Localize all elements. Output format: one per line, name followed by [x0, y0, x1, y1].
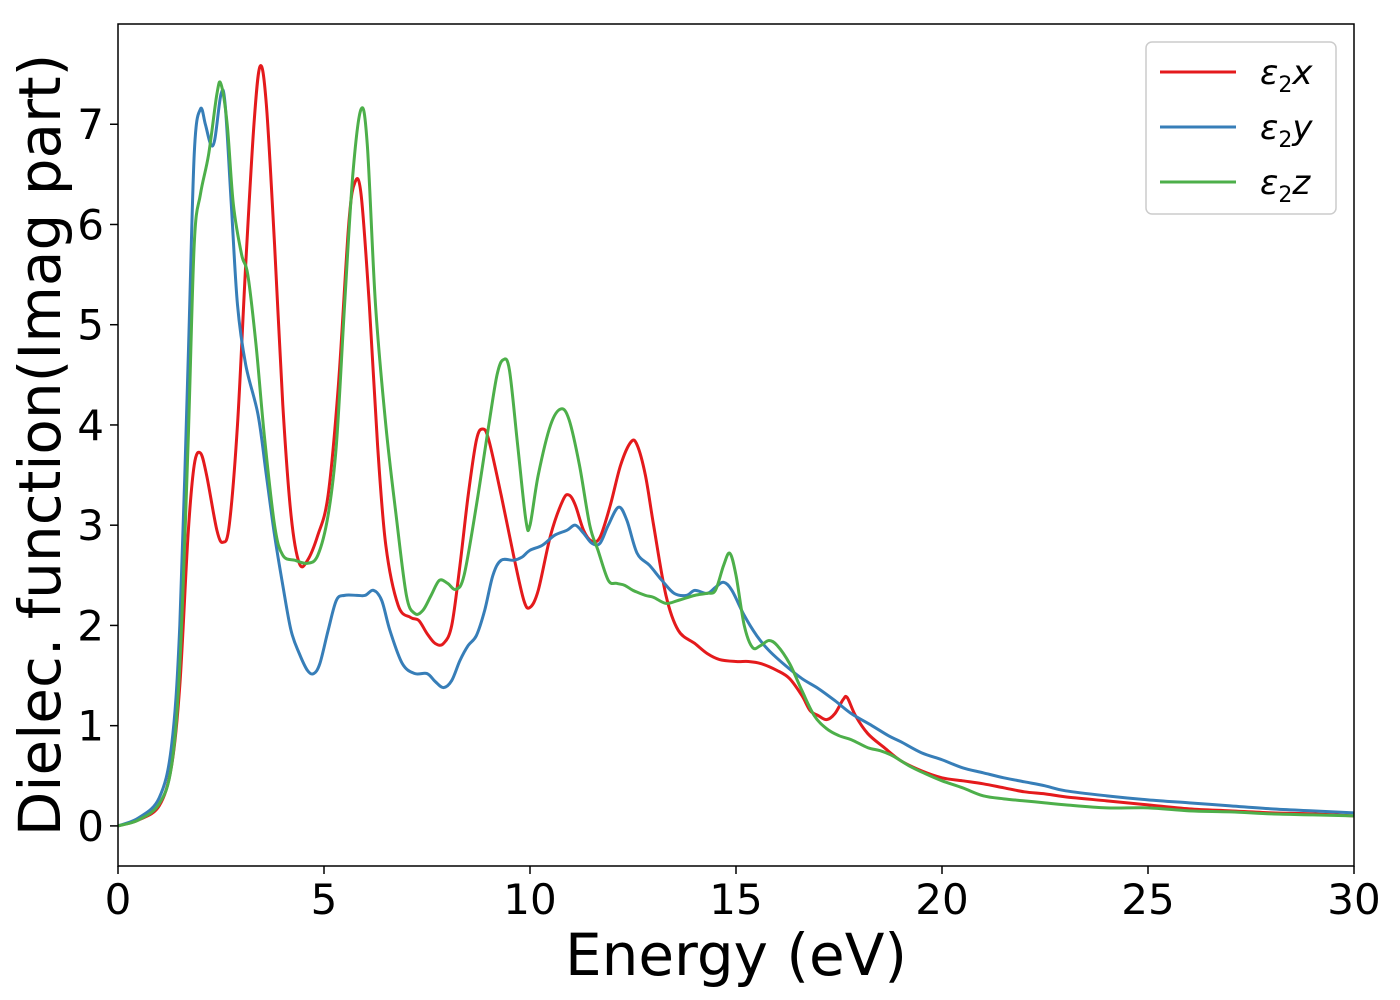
y-tick-label: 2: [77, 601, 104, 650]
legend-label-symbol: ε: [1260, 163, 1278, 203]
y-tick-label: 1: [77, 702, 104, 751]
legend-label-subscript: 2: [1278, 128, 1292, 153]
legend-label-y: ε2y: [1260, 108, 1313, 153]
x-tick-label: 5: [311, 875, 338, 924]
y-axis: 0 1 2 3 4 5 6 7: [77, 100, 118, 851]
x-tick-label: 10: [503, 875, 556, 924]
legend-label-component: y: [1291, 108, 1313, 148]
y-tick-label: 6: [77, 200, 104, 249]
legend-label-component: z: [1291, 163, 1311, 203]
y-tick-label: 5: [77, 301, 104, 350]
x-tick-label: 20: [915, 875, 968, 924]
series-line-x: [118, 64, 1354, 828]
x-tick-label: 0: [105, 875, 132, 924]
series-line-y: [118, 88, 1354, 828]
y-tick-label: 7: [77, 100, 104, 149]
legend-label-x: ε2x: [1260, 53, 1313, 98]
legend-box: [1145, 41, 1337, 215]
x-tick-label: 15: [709, 875, 762, 924]
x-tick-label: 30: [1327, 875, 1380, 924]
legend-label-symbol: ε: [1260, 53, 1278, 93]
series-layer: [118, 64, 1354, 828]
legend-label-z: ε2z: [1260, 163, 1311, 208]
legend-label-component: x: [1291, 53, 1313, 93]
x-axis: 0 5 10 15 20 25 30: [105, 866, 1381, 924]
legend-label-subscript: 2: [1278, 73, 1292, 98]
y-tick-label: 4: [77, 401, 104, 450]
x-axis-title: Energy (eV): [565, 921, 907, 989]
legend-label-subscript: 2: [1278, 183, 1292, 208]
y-axis-title: Dielec. function(Imag part): [6, 54, 74, 837]
series-line-z: [118, 80, 1354, 828]
legend-label-symbol: ε: [1260, 108, 1278, 148]
y-tick-label: 0: [77, 802, 104, 851]
y-tick-label: 3: [77, 501, 104, 550]
x-tick-label: 25: [1121, 875, 1174, 924]
